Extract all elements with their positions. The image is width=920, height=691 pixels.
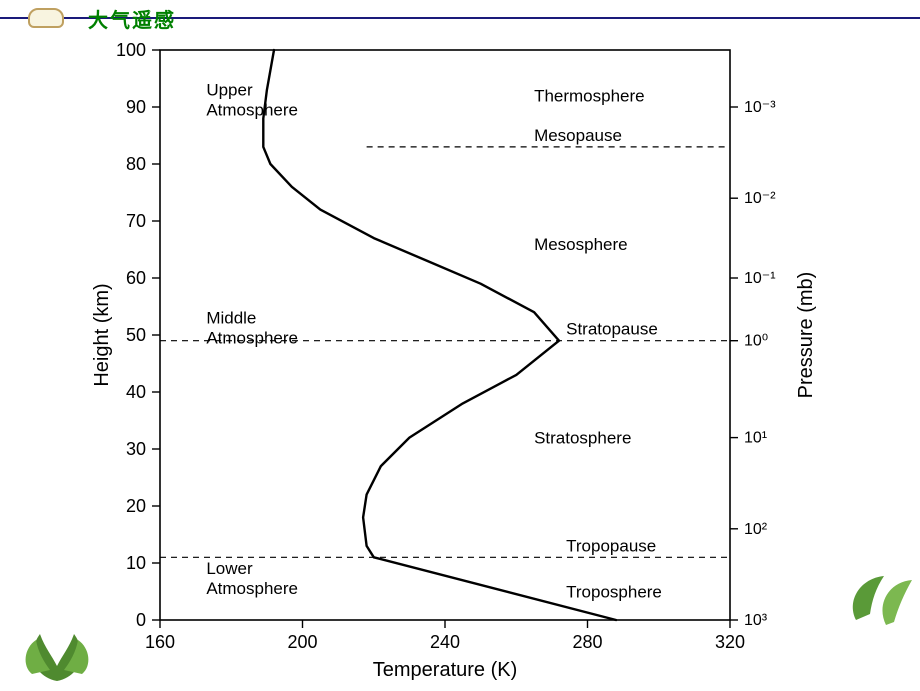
pressure-tick-label: 10⁻³ xyxy=(744,99,776,116)
pressure-tick-label: 10² xyxy=(744,521,768,538)
y-tick-label: 40 xyxy=(126,382,146,402)
x-tick-label: 160 xyxy=(145,632,175,652)
header-banner: 大气遥感 xyxy=(0,8,920,28)
pressure-tick-label: 10⁰ xyxy=(744,333,768,350)
boundary-label: Stratopause xyxy=(566,320,658,339)
y-left-axis-label: Height (km) xyxy=(91,283,113,386)
boundary-label: Mesopause xyxy=(534,126,622,145)
group-label: Atmosphere xyxy=(206,100,298,119)
pressure-tick-label: 10⁻¹ xyxy=(744,270,776,287)
group-label: Upper xyxy=(206,80,253,99)
group-label: Middle xyxy=(206,308,256,327)
pressure-tick-label: 10⁻² xyxy=(744,190,776,207)
y-tick-label: 70 xyxy=(126,211,146,231)
boundary-label: Tropopause xyxy=(566,536,656,555)
y-tick-label: 90 xyxy=(126,97,146,117)
y-right-axis-label: Pressure (mb) xyxy=(795,272,817,399)
group-label: Atmosphere xyxy=(206,579,298,598)
banner-logo-icon xyxy=(28,8,64,28)
y-tick-label: 100 xyxy=(116,40,146,60)
y-tick-label: 30 xyxy=(126,439,146,459)
y-tick-label: 0 xyxy=(136,610,146,630)
group-label: Atmosphere xyxy=(206,328,298,347)
chart-svg: 160 200 240 280 320 Temperature (K) 0 10 20 30 40 5… xyxy=(80,30,880,680)
y-tick-label: 20 xyxy=(126,496,146,516)
layer-label: Stratosphere xyxy=(534,429,631,448)
y-tick-label: 50 xyxy=(126,325,146,345)
y-tick-label: 80 xyxy=(126,154,146,174)
pressure-tick-label: 10¹ xyxy=(744,430,767,447)
x-axis-label: Temperature (K) xyxy=(373,659,518,680)
layer-label: Mesosphere xyxy=(534,235,628,254)
y-tick-label: 10 xyxy=(126,553,146,573)
atmosphere-profile-chart: 160 200 240 280 320 Temperature (K) 0 10 20 30 40 5… xyxy=(80,30,880,680)
x-tick-label: 200 xyxy=(287,632,317,652)
y-tick-label: 60 xyxy=(126,268,146,288)
x-tick-label: 240 xyxy=(430,632,460,652)
banner-line xyxy=(64,17,920,19)
pressure-tick-label: 10³ xyxy=(744,612,768,629)
x-tick-label: 320 xyxy=(715,632,745,652)
layer-label: Thermosphere xyxy=(534,87,645,106)
group-label: Lower xyxy=(206,559,253,578)
layer-label: Troposphere xyxy=(566,583,662,602)
x-tick-label: 280 xyxy=(572,632,602,652)
banner-line xyxy=(0,17,28,19)
page-title: 大气遥感 xyxy=(88,4,176,33)
